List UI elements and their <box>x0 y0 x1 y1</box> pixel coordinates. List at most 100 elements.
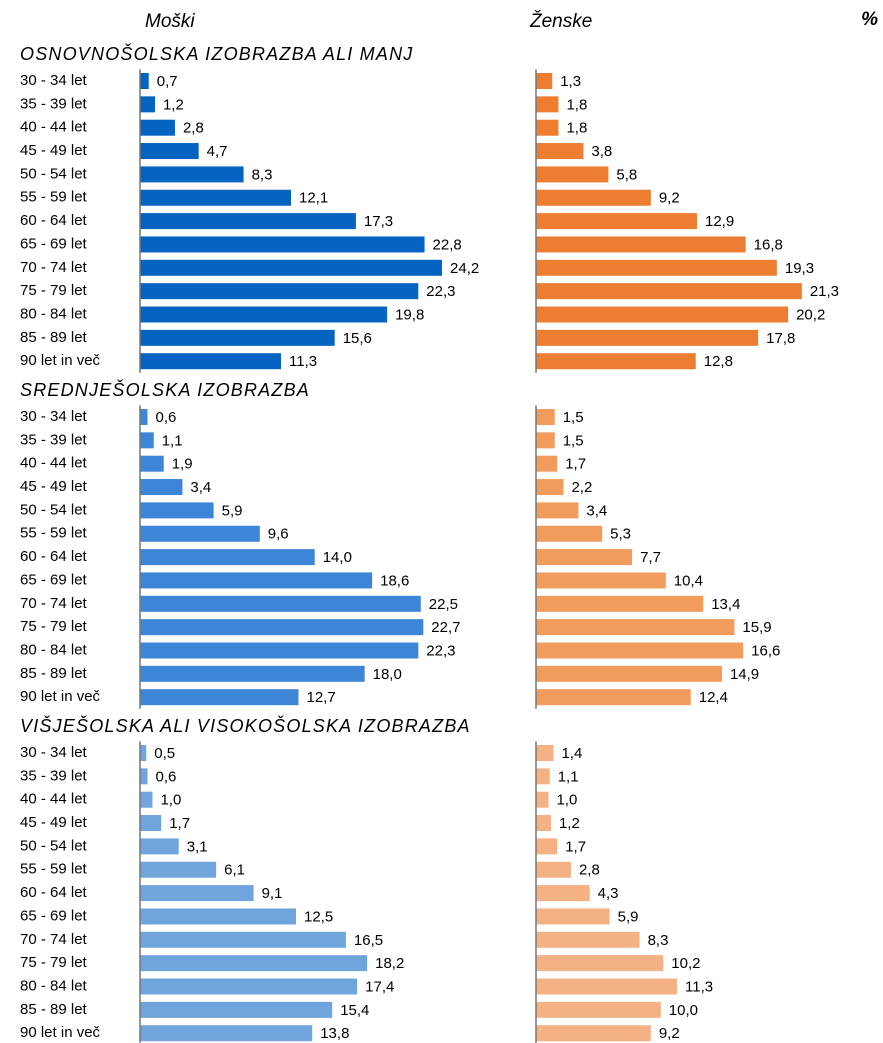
bar <box>536 861 571 878</box>
value-label: 19,3 <box>785 260 814 277</box>
value-label: 15,4 <box>340 1002 369 1019</box>
value-label: 1,9 <box>172 456 193 473</box>
bar <box>536 931 640 948</box>
category-label: 75 - 79 let <box>20 282 88 299</box>
bar <box>140 525 260 542</box>
category-label: 55 - 59 let <box>20 861 88 878</box>
bar <box>140 885 254 902</box>
value-label: 22,7 <box>431 619 460 636</box>
category-label: 40 - 44 let <box>20 119 88 136</box>
bar <box>140 642 419 659</box>
bar <box>140 455 164 472</box>
bar <box>536 236 746 253</box>
value-label: 2,2 <box>571 479 592 496</box>
value-label: 11,3 <box>289 353 317 370</box>
value-label: 3,8 <box>591 143 612 160</box>
bar <box>536 119 559 136</box>
bar <box>536 908 610 925</box>
bar <box>536 815 551 832</box>
value-label: 1,7 <box>565 456 586 473</box>
category-label: 50 - 54 let <box>20 837 88 854</box>
value-label: 4,7 <box>207 143 228 160</box>
category-label: 80 - 84 let <box>20 305 88 322</box>
category-label: 50 - 54 let <box>20 165 88 182</box>
bar <box>536 1025 651 1042</box>
value-label: 12,5 <box>304 908 333 925</box>
bar <box>536 73 553 89</box>
value-label: 1,7 <box>169 815 190 832</box>
value-label: 4,3 <box>598 885 619 902</box>
value-label: 9,6 <box>268 526 289 543</box>
value-label: 14,0 <box>323 549 352 566</box>
bar <box>536 502 579 519</box>
value-label: 3,4 <box>586 502 607 519</box>
bar <box>140 353 282 370</box>
value-label: 19,8 <box>395 306 424 323</box>
value-label: 0,6 <box>155 409 176 426</box>
section-title: SREDNJEŠOLSKA IZOBRAZBA <box>20 379 310 400</box>
value-label: 12,4 <box>699 689 728 706</box>
bar <box>536 768 550 785</box>
category-label: 60 - 64 let <box>20 884 88 901</box>
bar <box>140 1001 333 1018</box>
bar <box>140 213 356 230</box>
bar <box>536 595 704 612</box>
category-label: 70 - 74 let <box>20 931 88 948</box>
bar <box>536 745 554 761</box>
bar <box>536 665 722 682</box>
bar <box>140 432 154 449</box>
bar <box>536 689 691 706</box>
bar <box>536 955 664 972</box>
value-label: 1,8 <box>566 120 587 137</box>
bar <box>536 329 759 346</box>
value-label: 18,0 <box>373 666 402 683</box>
bar <box>536 549 633 566</box>
bar <box>140 189 292 206</box>
unit-label: % <box>861 9 878 30</box>
category-label: 35 - 39 let <box>20 431 88 448</box>
category-label: 60 - 64 let <box>20 212 88 229</box>
bar <box>140 143 199 160</box>
bar <box>140 978 358 995</box>
value-label: 13,4 <box>711 596 740 613</box>
bar <box>140 1025 313 1042</box>
bar <box>140 745 147 761</box>
category-label: 30 - 34 let <box>20 408 88 425</box>
value-label: 5,9 <box>222 502 243 519</box>
value-label: 1,1 <box>558 768 579 785</box>
bar <box>140 665 365 682</box>
bar <box>536 619 735 636</box>
bar <box>140 861 217 878</box>
section-title: OSNOVNOŠOLSKA IZOBRAZBA ALI MANJ <box>20 43 413 64</box>
bar <box>536 479 564 496</box>
bar <box>140 119 175 136</box>
value-label: 22,3 <box>426 283 455 300</box>
value-label: 5,3 <box>610 526 631 543</box>
category-label: 75 - 79 let <box>20 954 88 971</box>
bar <box>536 455 558 472</box>
bar <box>536 791 549 808</box>
bar <box>536 213 697 230</box>
category-label: 40 - 44 let <box>20 791 88 808</box>
category-label: 90 let in več <box>20 352 101 369</box>
category-label: 65 - 69 let <box>20 235 88 252</box>
category-label: 30 - 34 let <box>20 72 88 89</box>
value-label: 12,1 <box>299 190 328 207</box>
category-label: 40 - 44 let <box>20 455 88 472</box>
category-label: 75 - 79 let <box>20 618 88 635</box>
category-label: 55 - 59 let <box>20 189 88 206</box>
bar <box>140 815 162 832</box>
category-label: 65 - 69 let <box>20 907 88 924</box>
value-label: 1,3 <box>560 73 581 90</box>
bar <box>140 595 421 612</box>
bar <box>140 479 183 496</box>
category-label: 85 - 89 let <box>20 665 88 682</box>
category-label: 65 - 69 let <box>20 571 88 588</box>
category-label: 45 - 49 let <box>20 478 88 495</box>
value-label: 18,2 <box>375 955 404 972</box>
value-label: 12,9 <box>705 213 734 230</box>
bar <box>536 143 584 160</box>
bar <box>140 955 368 972</box>
value-label: 20,2 <box>796 306 825 323</box>
